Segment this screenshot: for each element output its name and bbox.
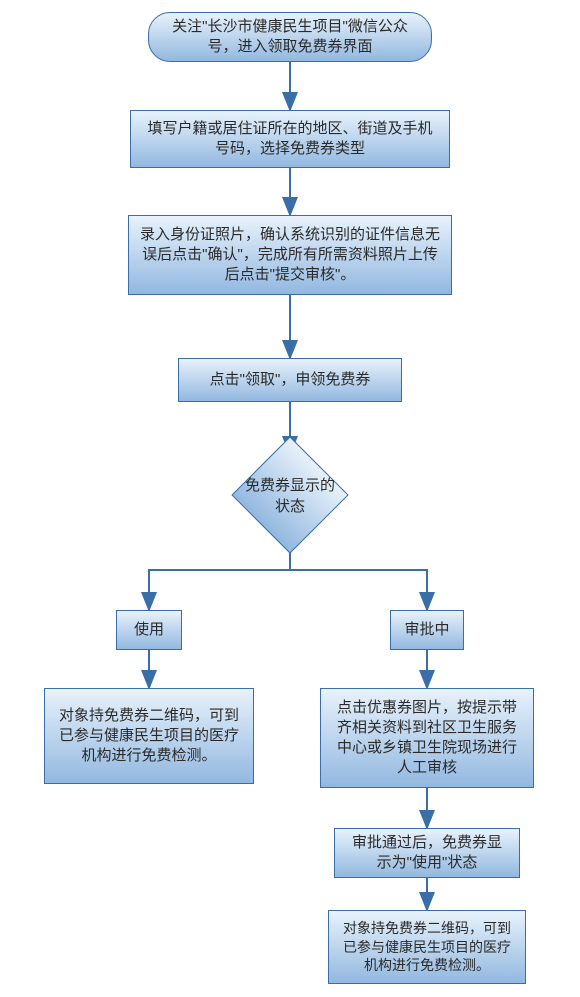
node-label: 对象持免费券二维码，可到已参与健康民生项目的医疗机构进行免费检测。 bbox=[339, 919, 515, 976]
node-label: 免费券显示的状态 bbox=[243, 448, 337, 542]
node-label: 审批中 bbox=[404, 620, 449, 640]
node-label: 对象持免费券二维码，可到已参与健康民生项目的医疗机构进行免费检测。 bbox=[55, 706, 243, 767]
flow-node: 关注"长沙市健康民生项目"微信公众号，进入领取免费券界面 bbox=[148, 12, 432, 62]
node-label: 使用 bbox=[134, 620, 164, 640]
decision-diamond bbox=[232, 437, 348, 553]
flow-node: 对象持免费券二维码，可到已参与健康民生项目的医疗机构进行免费检测。 bbox=[328, 910, 526, 984]
flow-node: 使用 bbox=[116, 610, 182, 650]
flow-node: 点击优惠券图片，按提示带齐相关资料到社区卫生服务中心或乡镇卫生院现场进行人工审核 bbox=[320, 688, 534, 788]
node-label: 点击优惠券图片，按提示带齐相关资料到社区卫生服务中心或乡镇卫生院现场进行人工审核 bbox=[331, 698, 523, 779]
node-label: 点击"领取"，申领免费券 bbox=[210, 370, 371, 390]
flow-node: 审批通过后，免费券显示为"使用"状态 bbox=[334, 828, 520, 878]
connector-arrow bbox=[290, 536, 427, 610]
flow-node: 审批中 bbox=[390, 610, 464, 650]
node-label: 审批通过后，免费券显示为"使用"状态 bbox=[345, 833, 509, 874]
flowchart-canvas: 关注"长沙市健康民生项目"微信公众号，进入领取免费券界面填写户籍或居住证所在的地… bbox=[0, 0, 580, 997]
connector-arrow bbox=[149, 536, 290, 610]
flow-node: 录入身份证照片，确认系统识别的证件信息无误后点击"确认"，完成所有所需资料照片上… bbox=[128, 215, 452, 295]
node-label: 填写户籍或居住证所在的地区、街道及手机号码，选择免费券类型 bbox=[141, 119, 439, 160]
node-label: 关注"长沙市健康民生项目"微信公众号，进入领取免费券界面 bbox=[159, 17, 421, 58]
flow-node: 点击"领取"，申领免费券 bbox=[178, 358, 402, 402]
flow-node: 填写户籍或居住证所在的地区、街道及手机号码，选择免费券类型 bbox=[130, 110, 450, 168]
node-label: 录入身份证照片，确认系统识别的证件信息无误后点击"确认"，完成所有所需资料照片上… bbox=[139, 225, 441, 286]
flow-node: 对象持免费券二维码，可到已参与健康民生项目的医疗机构进行免费检测。 bbox=[44, 688, 254, 784]
